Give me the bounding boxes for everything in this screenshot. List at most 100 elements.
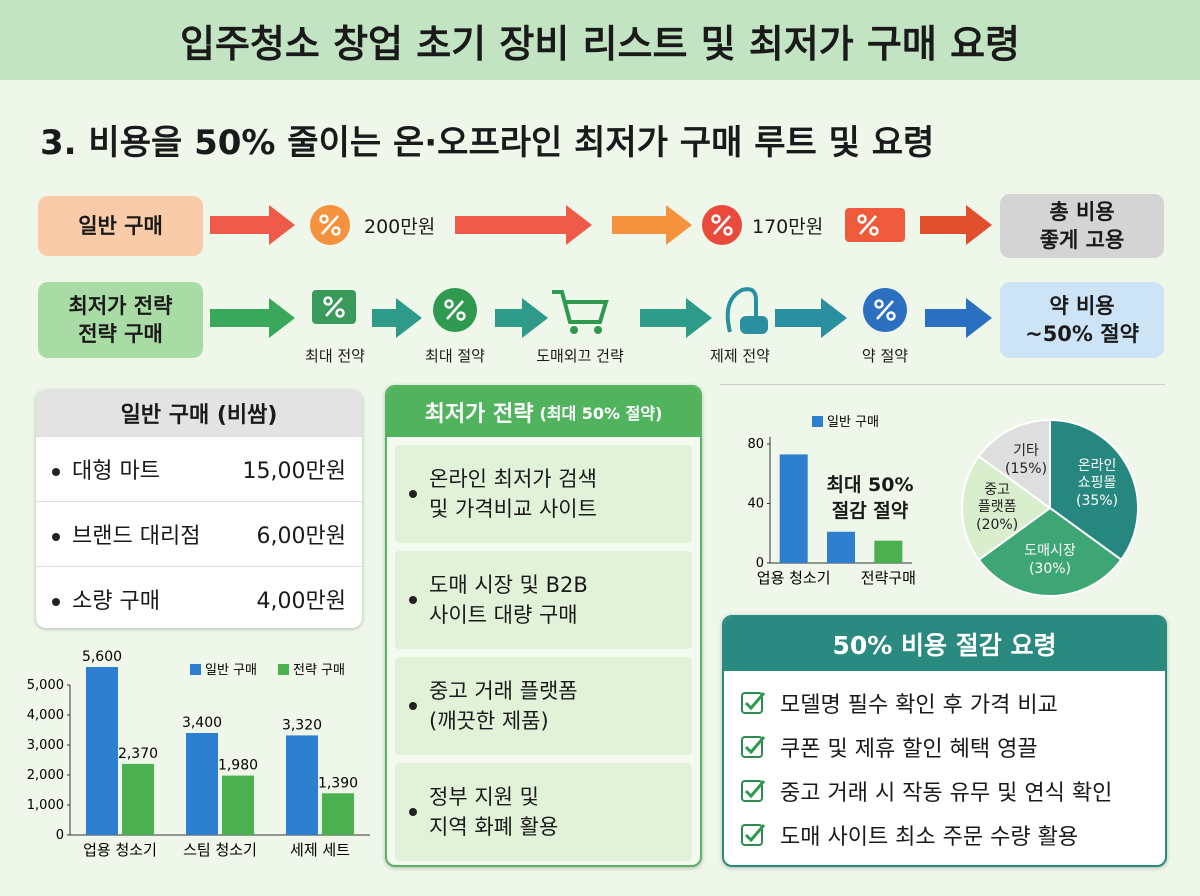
pie-category: 중고 플랫폼 <box>977 481 1017 516</box>
tip-text: 쿠폰 및 제휴 할인 혜택 영끌 <box>780 737 1038 762</box>
item-name: 대형 마트 <box>72 459 160 484</box>
x-tick-label: 전략구매 <box>861 569 916 587</box>
icon-dot <box>323 296 333 306</box>
item-price: 6,00만원 <box>256 524 346 549</box>
value-label: 5,600 <box>82 649 122 665</box>
item-name: 브랜드 대리점 <box>72 524 201 549</box>
bar <box>222 775 254 835</box>
pie-category: 온라인 쇼핑몰 <box>1077 457 1117 492</box>
strategy-item: 도매 시장 및 B2B 사이트 대량 구매 <box>395 551 692 649</box>
pie-value-label: (20%) <box>976 516 1019 533</box>
check-mark <box>744 736 766 755</box>
strategy-item: 정부 지원 및 지역 화폐 활용 <box>395 763 692 861</box>
icon-dot <box>723 226 733 236</box>
strategy-item: 온라인 최저가 검색 및 가격비교 사이트 <box>395 445 692 543</box>
legend-swatch <box>190 664 201 675</box>
value-label: 3,320 <box>282 717 322 733</box>
check-icon <box>741 824 766 846</box>
check-icon <box>741 692 766 714</box>
bar <box>286 735 318 835</box>
price-row: 대형 마트 15,00만원 <box>36 436 362 501</box>
icon-dot <box>857 214 867 224</box>
tip-text: 중고 거래 시 작동 유무 및 연식 확인 <box>780 781 1113 806</box>
icon-slash <box>446 300 464 320</box>
arrow <box>210 205 295 245</box>
bar-chart: 0 40 80 업용 청소기 전략구매 일반 구매 <box>747 415 916 587</box>
item-price: 4,00만원 <box>256 589 346 614</box>
check-icon <box>741 736 766 758</box>
icon <box>845 208 905 242</box>
pie-slice <box>977 418 1051 510</box>
icon-dot <box>711 214 721 224</box>
pie-label: 중고 플랫폼 (20%) <box>952 480 1042 536</box>
item-name: 소량 구매 <box>72 589 160 614</box>
x-tick-label: 스팀 청소기 <box>183 841 257 859</box>
flow-result-strategy: 약 비용 ~50% 절약 <box>1000 282 1164 358</box>
pie-category: 도매시장 <box>1024 543 1076 560</box>
tip-item: 모델명 필수 확인 후 가격 비교 <box>724 681 1165 725</box>
pie-value-label: (35%) <box>1076 492 1119 509</box>
icon-slash <box>713 215 731 235</box>
chart-annotation: 최대 50% 절감 절약 <box>826 474 914 522</box>
icon-slash <box>859 215 877 235</box>
check-mark <box>744 824 766 843</box>
card-title: 일반 구매 (비쌈) <box>36 390 362 436</box>
pie-value-label: (30%) <box>1028 560 1072 577</box>
flow-step: 최대 절약 <box>425 347 485 365</box>
item-text: 도매 시장 및 B2B 사이트 대량 구매 <box>429 572 588 627</box>
item-text: 온라인 최저가 검색 및 가격비교 사이트 <box>429 466 597 521</box>
y-tick-label: 1,000 <box>27 798 64 813</box>
flow-step: 200만원 <box>364 216 436 238</box>
icon <box>552 290 609 324</box>
icon-dot <box>869 226 879 236</box>
value-label: 2,370 <box>118 746 158 762</box>
arrow <box>612 205 692 245</box>
price-row: 브랜드 대리점 6,00만원 <box>36 501 362 566</box>
arrow <box>640 298 712 338</box>
x-tick-label: 업용 청소기 <box>83 841 157 859</box>
tip-item: 쿠폰 및 제휴 할인 혜택 영끌 <box>724 725 1165 769</box>
card-title: 50% 비용 절감 요령 <box>724 617 1165 671</box>
y-tick-label: 40 <box>747 497 764 512</box>
arrow <box>920 205 992 245</box>
check-mark <box>744 780 766 799</box>
y-tick-label: 3,000 <box>27 738 64 753</box>
icon-dot <box>331 226 341 236</box>
check-box <box>741 780 763 802</box>
icon <box>570 326 578 334</box>
normal-card: 일반 구매 (비쌈) 대형 마트 15,00만원 브랜드 대리점 6,00만원 소량… <box>36 390 362 628</box>
y-tick-label: 0 <box>756 556 764 571</box>
arrow <box>925 298 992 338</box>
card-title: 최저가 전략 <box>424 402 534 427</box>
value-label: 1,390 <box>318 775 358 791</box>
flow-step: 170만원 <box>752 216 824 238</box>
pie-slice <box>977 506 1123 597</box>
legend-label: 일반 구매 <box>827 415 879 430</box>
flow-step: 제제 전약 <box>710 347 770 365</box>
flow-start-normal: 일반 구매 <box>38 196 203 256</box>
icon-dot <box>444 299 454 309</box>
icon <box>725 287 758 333</box>
x-tick-label: 세제 세트 <box>290 841 350 859</box>
tip-text: 도매 사이트 최소 주문 수량 활용 <box>780 825 1079 850</box>
bar <box>779 454 808 563</box>
icon-dot <box>456 311 466 321</box>
icon-dot <box>335 308 345 318</box>
bar <box>186 733 218 835</box>
bar <box>874 540 903 563</box>
icon <box>594 326 602 334</box>
card-note: (최대 50% 절약) <box>539 404 663 423</box>
pie-label: 온라인 쇼핑몰 (35%) <box>1052 456 1142 512</box>
card-header: 최저가 전략 (최대 50% 절약) <box>387 387 700 437</box>
value-label: 3,400 <box>182 715 222 731</box>
pie-slice <box>1049 418 1139 562</box>
item-text: 정부 지원 및 지역 화폐 활용 <box>429 784 559 839</box>
legend-swatch <box>278 664 289 675</box>
tip-item: 중고 거래 시 작동 유무 및 연식 확인 <box>724 769 1165 813</box>
flow-result-normal: 총 비용 좋게 고용 <box>1000 194 1164 258</box>
item-text: 중고 거래 플랫폼 (깨끗한 제품) <box>429 678 578 733</box>
tip-item: 도매 사이트 최소 주문 수량 활용 <box>724 813 1165 857</box>
tip-text: 모델명 필수 확인 후 가격 비교 <box>780 693 1058 718</box>
